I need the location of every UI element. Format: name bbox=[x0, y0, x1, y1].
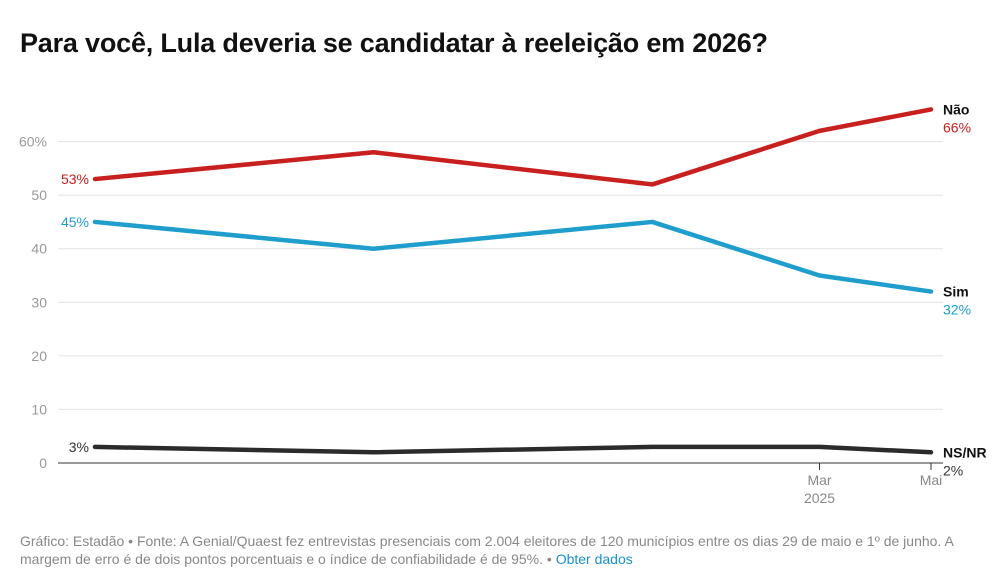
series-name-label: Não bbox=[943, 101, 969, 117]
source-note: Gráfico: Estadão • Fonte: A Genial/Quaes… bbox=[20, 533, 954, 567]
x-tick-sublabel: 2025 bbox=[804, 490, 835, 506]
end-data-label: 32% bbox=[943, 302, 971, 318]
y-tick-label: 40 bbox=[31, 241, 47, 257]
end-data-label: 2% bbox=[943, 462, 963, 478]
series-name-label: Sim bbox=[943, 284, 969, 300]
series-line-n-o bbox=[92, 107, 934, 187]
x-tick-label: Mar bbox=[807, 472, 831, 488]
y-tick-label: 10 bbox=[31, 401, 47, 417]
chart-footer: Gráfico: Estadão • Fonte: A Genial/Quaes… bbox=[20, 532, 985, 568]
y-tick-label: 60% bbox=[19, 134, 47, 150]
y-tick-label: 50 bbox=[31, 187, 47, 203]
start-data-label: 53% bbox=[61, 171, 89, 187]
x-tick-label: Mai bbox=[920, 472, 943, 488]
line-chart: 0 10 20 30 40 50 60% Mar 2025 Mai 53% Não 66% 45% Si… bbox=[19, 101, 987, 506]
y-tick-label: 30 bbox=[31, 294, 47, 310]
series-line-sim bbox=[92, 219, 934, 294]
series-line-ns-nr bbox=[92, 444, 934, 455]
y-tick-label: 0 bbox=[39, 455, 47, 471]
y-tick-label: 20 bbox=[31, 348, 47, 364]
chart-title: Para você, Lula deveria se candidatar à … bbox=[20, 28, 768, 58]
end-data-label: 66% bbox=[943, 119, 971, 135]
get-data-link[interactable]: Obter dados bbox=[555, 551, 633, 567]
start-data-label: 3% bbox=[69, 439, 89, 455]
start-data-label: 45% bbox=[61, 214, 89, 230]
series-name-label: NS/NR bbox=[943, 444, 987, 460]
